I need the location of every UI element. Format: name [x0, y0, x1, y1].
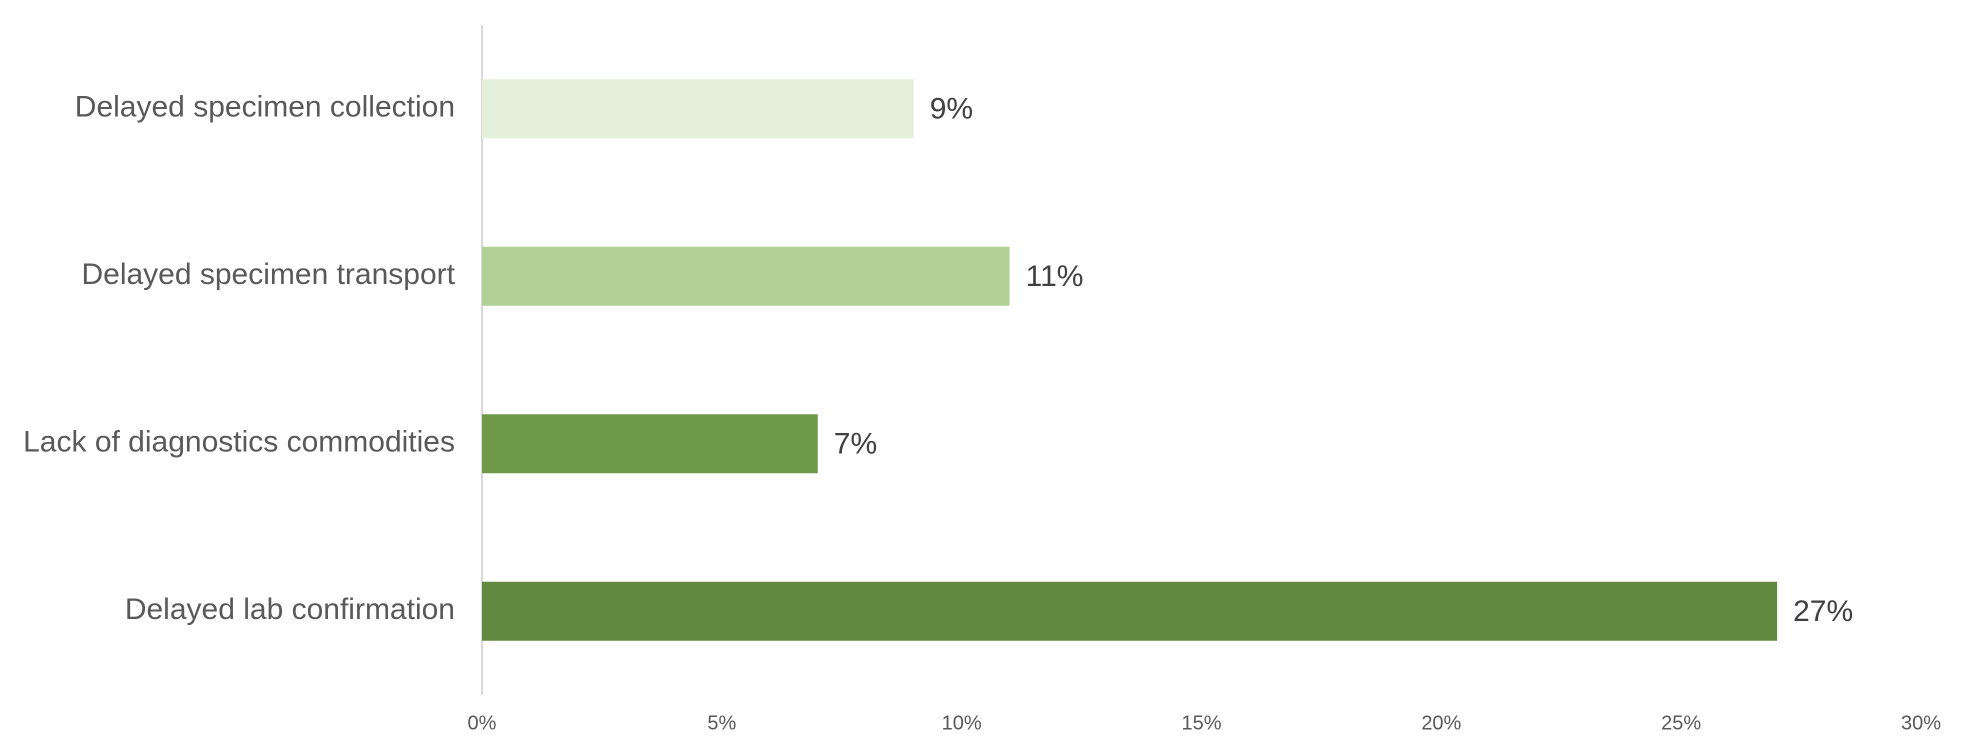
- x-tick-label: 30%: [1901, 712, 1941, 734]
- value-label: 11%: [1026, 260, 1084, 293]
- x-tick-label: 20%: [1421, 712, 1461, 734]
- x-tick-label: 25%: [1661, 712, 1701, 734]
- bar: [482, 414, 818, 474]
- category-label: Lack of diagnostics commodities: [23, 426, 455, 459]
- value-label: 27%: [1793, 595, 1853, 628]
- bar: [482, 246, 1010, 306]
- bar: [482, 79, 914, 139]
- value-label: 9%: [930, 93, 973, 126]
- category-label: Delayed specimen collection: [75, 91, 455, 124]
- x-tick-label: 15%: [1181, 712, 1221, 734]
- bar: [482, 581, 1778, 641]
- x-tick-label: 5%: [707, 712, 736, 734]
- x-tick-label: 10%: [942, 712, 982, 734]
- category-label: Delayed specimen transport: [81, 258, 455, 291]
- category-label: Delayed lab confirmation: [125, 593, 455, 626]
- value-label: 7%: [834, 428, 877, 461]
- x-tick-label: 0%: [468, 712, 497, 734]
